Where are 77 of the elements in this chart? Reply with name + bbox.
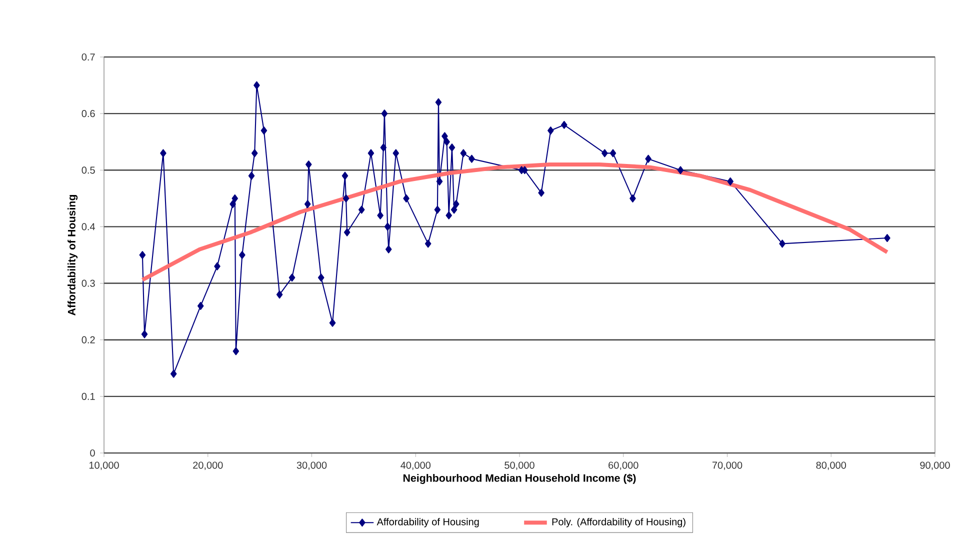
point [450,206,458,214]
point [342,194,350,202]
point [214,262,220,270]
point [677,166,684,174]
point [288,274,296,282]
y-tick-label: 0.6 [82,110,95,118]
point [197,302,204,310]
y-tick-label: 0.3 [82,280,95,287]
point [344,228,350,236]
point [276,290,283,299]
point [645,154,652,163]
point [384,222,391,231]
point [436,177,443,186]
point [358,206,365,214]
point [602,149,608,158]
point [453,200,460,208]
point [392,149,400,158]
y-tick-label: 0.7 [82,53,95,61]
point [239,250,246,259]
point [160,149,166,158]
point [342,172,348,180]
x-tick-label: 70,000 [712,462,742,470]
point [232,347,240,356]
point [329,318,336,327]
point [630,194,636,202]
x-tick-label: 90,000 [920,462,950,470]
point [368,149,374,158]
point [727,177,734,186]
point [779,240,786,248]
x-tick-label: 60,000 [608,462,638,470]
point [435,98,442,106]
point [380,144,387,152]
point [538,188,544,197]
x-tick-label: 20,000 [193,462,223,470]
legend-label: Poly. (Affordability of Housing) [552,518,686,528]
y-tick-label: 0.1 [82,392,95,400]
point [139,250,146,259]
y-axis-title: Affordability of Housing [68,194,78,316]
point [254,81,260,90]
point [260,126,268,135]
legend-label: Affordability of Housing [376,518,479,528]
point [561,120,568,129]
point [141,330,148,338]
point [460,149,467,158]
point [403,194,410,202]
point [304,200,311,208]
x-tick-label: 40,000 [400,462,431,470]
point [318,274,324,282]
x-axis-title: Neighbourhood Median Household Income ($) [403,474,636,484]
point [230,200,236,208]
point [468,154,475,163]
point [448,144,456,152]
point [377,211,384,220]
point [232,194,238,202]
y-tick-label: 0.5 [82,166,95,174]
y-tick-label: 0.2 [82,336,95,344]
point [385,245,392,254]
point [446,211,452,220]
y-tick-label: 0 [90,449,95,457]
x-tick-label: 30,000 [296,462,327,470]
point [248,172,255,180]
point [442,132,448,140]
point [306,160,312,168]
point [170,370,177,378]
point [434,206,441,214]
point [444,138,450,146]
x-tick-label: 10,000 [89,462,119,470]
point [548,126,554,135]
line-series [140,162,890,282]
x-tick-label: 50,000 [504,462,534,470]
point [381,110,388,118]
point [424,240,432,248]
point [610,149,616,158]
point [251,149,258,158]
point [884,234,890,242]
y-tick-label: 0.4 [82,223,96,230]
x-tick-label: 80,000 [816,462,846,470]
